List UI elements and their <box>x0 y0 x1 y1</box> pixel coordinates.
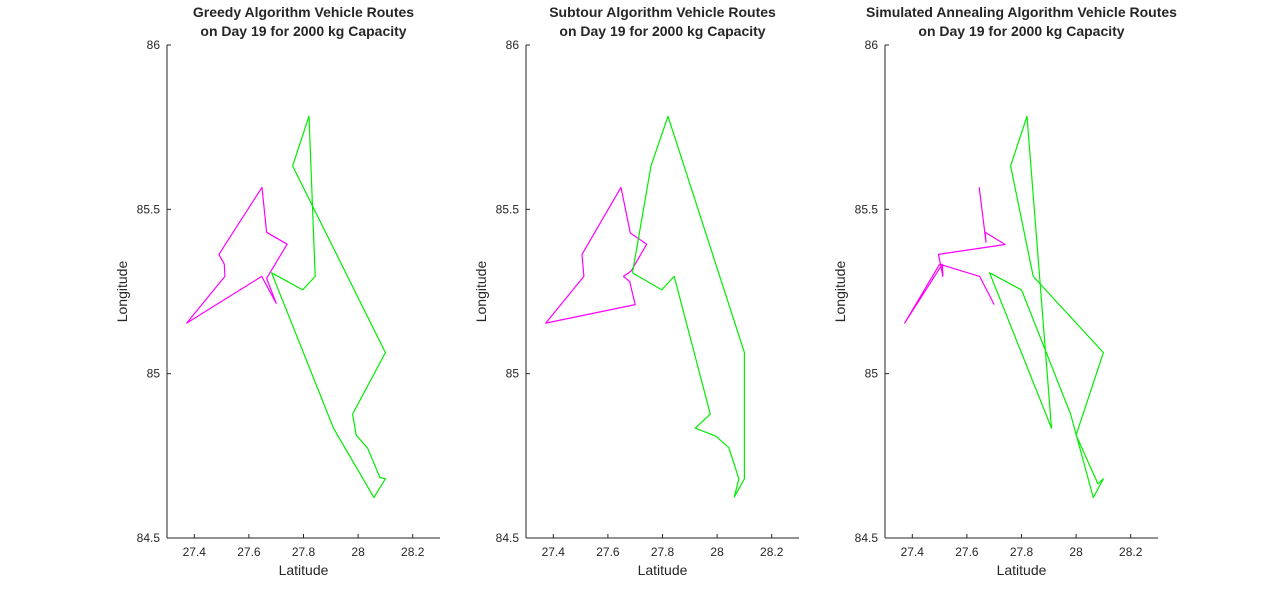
x-tick-label: 27.4 <box>542 545 566 559</box>
route-line-2 <box>988 115 1105 499</box>
x-tick-label: 27.6 <box>955 545 979 559</box>
y-axis-label: Longitude <box>114 261 130 323</box>
route-line-1 <box>186 186 288 324</box>
y-axis-label: Longitude <box>473 261 489 323</box>
x-tick-label: 27.4 <box>183 545 207 559</box>
x-axis-label: Latitude <box>279 562 329 578</box>
y-tick-label: 86 <box>147 38 161 52</box>
x-axis-label: Latitude <box>997 562 1047 578</box>
x-tick-label: 28.2 <box>1119 545 1143 559</box>
y-tick-label: 85 <box>147 367 161 381</box>
x-tick-label: 27.8 <box>292 545 316 559</box>
x-tick-label: 28 <box>1069 545 1083 559</box>
y-tick-label: 85 <box>865 367 879 381</box>
y-tick-label: 85 <box>506 367 520 381</box>
chart-panel-3: 27.4 27.6 27.8 28 28.2 84.5 85 85.5 86 Simulated … <box>832 4 1177 578</box>
chart-subtitle: on Day 19 for 2000 kg Capacity <box>559 23 765 39</box>
route-line-2 <box>271 115 386 499</box>
x-tick-label: 27.4 <box>901 545 925 559</box>
x-tick-label: 28 <box>351 545 365 559</box>
x-tick-label: 27.6 <box>237 545 261 559</box>
chart-subtitle: on Day 19 for 2000 kg Capacity <box>918 23 1124 39</box>
x-tick-label: 28.2 <box>401 545 425 559</box>
x-tick-label: 28 <box>710 545 724 559</box>
x-tick-label: 28.2 <box>760 545 784 559</box>
y-tick-label: 86 <box>506 38 520 52</box>
y-tick-label: 85.5 <box>137 202 161 216</box>
y-tick-label: 86 <box>865 38 879 52</box>
route-line-1 <box>545 186 648 324</box>
chart-title: Subtour Algorithm Vehicle Routes <box>549 4 776 20</box>
y-axis-label: Longitude <box>832 261 848 323</box>
chart-panel-2: 27.4 27.6 27.8 28 28.2 84.5 85 85.5 86 Subtour Al… <box>473 4 799 578</box>
x-tick-label: 27.6 <box>596 545 620 559</box>
x-tick-label: 27.8 <box>1010 545 1034 559</box>
route-line-2 <box>631 115 746 498</box>
y-tick-label: 84.5 <box>855 531 879 545</box>
chart-title: Greedy Algorithm Vehicle Routes <box>193 4 414 20</box>
route-line-1 <box>904 187 1006 324</box>
chart-subtitle: on Day 19 for 2000 kg Capacity <box>200 23 406 39</box>
chart-panel-1: 27.4 27.6 27.8 28 28.2 84.5 85 85.5 86 Greedy Alg… <box>114 4 440 578</box>
y-tick-label: 84.5 <box>496 531 520 545</box>
y-tick-label: 85.5 <box>855 202 879 216</box>
y-tick-label: 84.5 <box>137 531 161 545</box>
chart-title: Simulated Annealing Algorithm Vehicle Ro… <box>866 4 1177 20</box>
x-axis-label: Latitude <box>638 562 688 578</box>
y-tick-label: 85.5 <box>496 202 520 216</box>
x-tick-label: 27.8 <box>651 545 675 559</box>
